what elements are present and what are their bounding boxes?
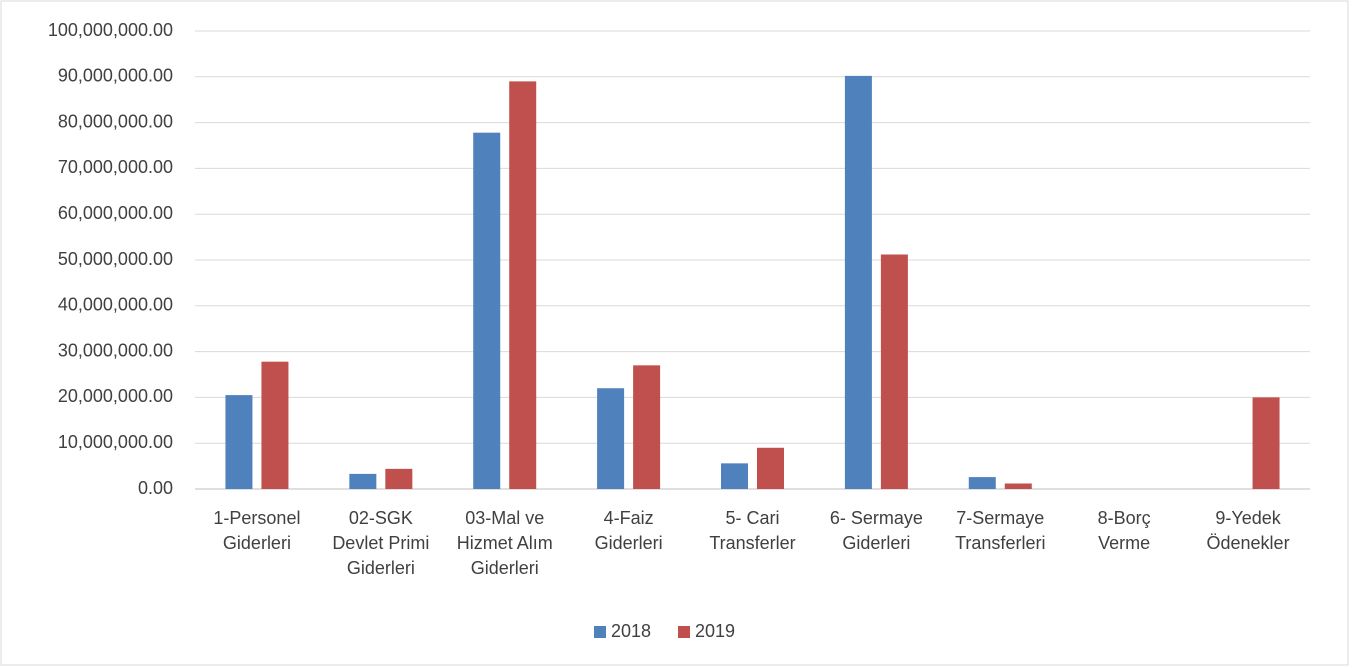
legend-label: 2018 — [611, 621, 651, 641]
y-tick-label: 90,000,000.00 — [58, 66, 173, 86]
y-tick-label: 30,000,000.00 — [58, 340, 173, 360]
y-tick-label: 100,000,000.00 — [48, 20, 173, 40]
x-tick-label: 1-Personel Giderleri — [213, 508, 300, 553]
bar — [509, 81, 537, 489]
x-tick-label: 6- Sermaye Giderleri — [830, 508, 923, 553]
y-tick-label: 50,000,000.00 — [58, 249, 173, 269]
bar — [1004, 483, 1032, 489]
x-tick-label: 02-SGK Devlet Primi Giderleri — [332, 508, 429, 578]
bar — [385, 468, 413, 489]
y-tick-label: 20,000,000.00 — [58, 386, 173, 406]
bar — [880, 254, 908, 489]
x-tick-label: 9-Yedek Ödenekler — [1207, 508, 1290, 553]
bar — [844, 75, 872, 489]
bar — [349, 473, 377, 489]
x-tick-label: 5- Cari Transferler — [709, 508, 795, 553]
bar — [225, 395, 253, 489]
y-tick-label: 60,000,000.00 — [58, 203, 173, 223]
bar — [633, 365, 661, 489]
bar — [968, 477, 996, 489]
y-tick-label: 70,000,000.00 — [58, 157, 173, 177]
legend-swatch — [594, 626, 606, 638]
y-tick-label: 0.00 — [138, 478, 173, 498]
legend-label: 2019 — [695, 621, 735, 641]
legend-swatch — [678, 626, 690, 638]
y-tick-label: 10,000,000.00 — [58, 432, 173, 452]
x-tick-label: 4-Faiz Giderleri — [595, 508, 663, 553]
bar — [1252, 397, 1280, 489]
x-tick-label: 03-Mal ve Hizmet Alım Giderleri — [457, 508, 553, 578]
y-tick-label: 40,000,000.00 — [58, 295, 173, 315]
y-tick-label: 80,000,000.00 — [58, 111, 173, 131]
x-tick-label: 8-Borç Verme — [1098, 508, 1151, 553]
bar — [597, 388, 625, 489]
bar — [721, 463, 748, 489]
x-tick-label: 7-Sermaye Transferleri — [955, 508, 1045, 553]
bar — [261, 361, 289, 489]
bar — [757, 447, 784, 489]
bar — [473, 132, 501, 489]
